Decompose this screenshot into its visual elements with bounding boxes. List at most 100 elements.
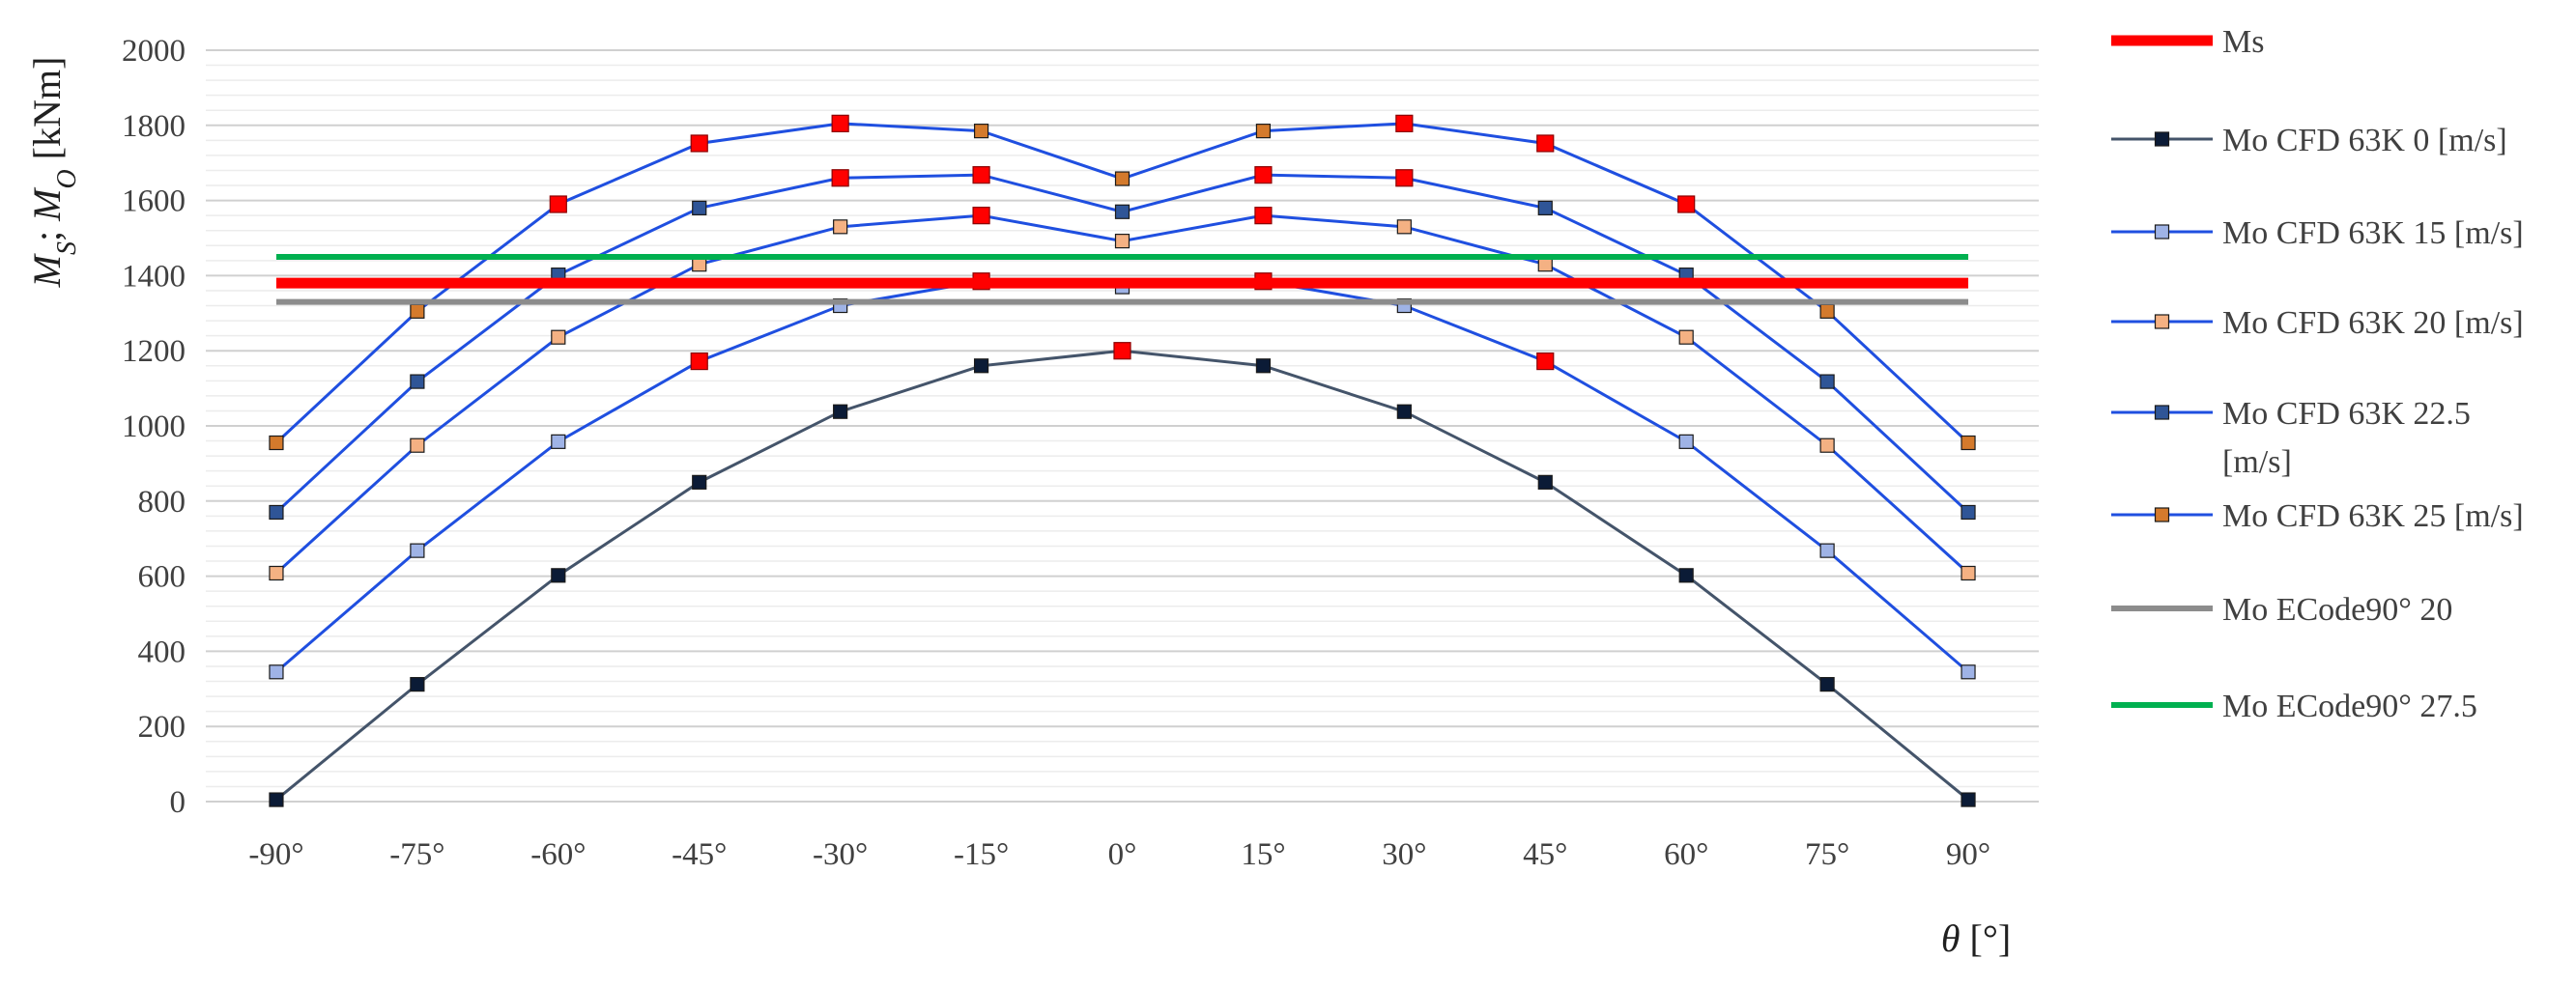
data-point-marker bbox=[1678, 434, 1694, 449]
data-point-marker bbox=[833, 219, 848, 235]
data-point-marker bbox=[1114, 171, 1131, 186]
data-point-marker bbox=[551, 329, 566, 345]
data-point-marker bbox=[1395, 169, 1414, 187]
data-point-marker bbox=[269, 792, 284, 807]
data-point-marker bbox=[692, 474, 707, 490]
x-tick-label: 60° bbox=[1664, 837, 1708, 872]
data-point-marker bbox=[410, 303, 425, 319]
legend: Ms Mo CFD 63K 0 [m/s] Mo CFD 63K 15 [m/s] M… bbox=[2111, 24, 2524, 724]
legend-label: Mo CFD 63K 20 [m/s] bbox=[2222, 305, 2524, 341]
data-point-marker bbox=[410, 677, 425, 692]
legend-label: Mo CFD 63K 22.5 [m/s] bbox=[2222, 396, 2471, 480]
data-point-marker bbox=[1961, 435, 1976, 451]
data-point-marker bbox=[1113, 342, 1131, 360]
x-tick-label: 0° bbox=[1108, 837, 1137, 872]
data-point-marker bbox=[1819, 374, 1835, 389]
data-point-marker bbox=[1114, 204, 1131, 219]
data-point-marker bbox=[1537, 474, 1553, 490]
data-point-marker bbox=[1396, 404, 1412, 419]
x-tick-label: 75° bbox=[1805, 837, 1849, 872]
data-point-marker bbox=[1819, 543, 1835, 558]
data-point-marker bbox=[1536, 134, 1555, 153]
data-point-marker bbox=[833, 404, 848, 419]
data-point-marker bbox=[551, 568, 566, 583]
data-point-marker bbox=[549, 195, 567, 213]
legend-marker bbox=[2154, 507, 2170, 522]
legend-label: Mo CFD 63K 15 [m/s] bbox=[2222, 215, 2524, 251]
data-point-marker bbox=[1396, 219, 1412, 235]
data-point-marker bbox=[269, 504, 284, 521]
legend-label: Mo CFD 63K 0 [m/s] bbox=[2222, 123, 2507, 158]
data-point-marker bbox=[1537, 200, 1553, 215]
gridlines bbox=[206, 49, 2039, 803]
data-point-marker bbox=[692, 200, 707, 215]
y-tick-label: 0 bbox=[170, 785, 186, 820]
x-tick-labels: -90° -75° -60° -45° -30° -15° 0° 15° 30° 45° 60° 75… bbox=[248, 837, 1990, 872]
legend-label: Mo ECode90° 20 bbox=[2222, 592, 2452, 628]
data-point-marker bbox=[1819, 303, 1835, 319]
y-tick-label: 600 bbox=[138, 560, 186, 595]
data-point-marker bbox=[1819, 437, 1835, 453]
data-point-marker bbox=[972, 207, 990, 225]
legend-label: Mo ECode90° 27.5 bbox=[2222, 689, 2477, 724]
x-tick-label: 15° bbox=[1241, 837, 1285, 872]
y-axis-label: MS; MO [kNm] bbox=[25, 57, 82, 289]
data-point-marker bbox=[269, 565, 284, 581]
data-point-marker bbox=[1114, 234, 1131, 249]
series-line-cfd bbox=[274, 279, 1970, 673]
legend-label: Mo CFD 63K 25 [m/s] bbox=[2222, 498, 2524, 534]
data-point-marker bbox=[1678, 568, 1694, 583]
data-point-marker bbox=[1395, 114, 1414, 132]
data-point-marker bbox=[1678, 329, 1694, 345]
data-point-marker bbox=[1255, 358, 1272, 374]
data-point-marker bbox=[973, 124, 989, 139]
y-tick-label: 1200 bbox=[122, 334, 186, 369]
y-tick-label: 800 bbox=[138, 485, 186, 520]
data-point-marker bbox=[1536, 352, 1555, 371]
x-tick-label: 45° bbox=[1523, 837, 1567, 872]
series-line-cfd bbox=[274, 213, 1970, 575]
data-point-marker bbox=[269, 664, 284, 680]
x-axis-label: θ [°] bbox=[1941, 916, 2011, 960]
data-point-marker bbox=[1255, 124, 1272, 139]
legend-marker bbox=[2154, 224, 2170, 240]
data-point-marker bbox=[410, 437, 425, 453]
data-point-marker bbox=[1961, 565, 1976, 581]
data-point-marker bbox=[1961, 664, 1976, 680]
data-point-marker bbox=[831, 114, 849, 132]
y-tick-labels: 0 200 400 600 800 1000 1200 1400 1600 1800 2000 bbox=[122, 34, 186, 820]
y-tick-label: 1600 bbox=[122, 184, 186, 219]
data-point-marker bbox=[972, 166, 990, 184]
legend-marker bbox=[2154, 131, 2170, 147]
x-tick-label: -75° bbox=[389, 837, 444, 872]
data-point-marker bbox=[269, 435, 284, 451]
data-point-marker bbox=[1254, 166, 1273, 184]
x-tick-label: 30° bbox=[1382, 837, 1426, 872]
x-tick-label: -60° bbox=[530, 837, 586, 872]
y-tick-label: 1000 bbox=[122, 409, 186, 444]
data-point-marker bbox=[410, 543, 425, 558]
data-point-marker bbox=[1677, 195, 1696, 213]
y-tick-label: 400 bbox=[138, 634, 186, 669]
data-point-marker bbox=[831, 169, 849, 187]
data-point-marker bbox=[1254, 207, 1273, 225]
legend-label: Ms bbox=[2222, 24, 2264, 60]
legend-marker bbox=[2154, 405, 2170, 420]
data-point-marker bbox=[690, 134, 708, 153]
legend-marker bbox=[2154, 314, 2170, 329]
data-point-marker bbox=[1961, 504, 1976, 521]
data-point-marker bbox=[1961, 792, 1976, 807]
data-point-marker bbox=[410, 374, 425, 389]
data-point-marker bbox=[1819, 677, 1835, 692]
y-tick-label: 1400 bbox=[122, 259, 186, 294]
x-tick-label: -90° bbox=[248, 837, 303, 872]
data-point-marker bbox=[690, 352, 708, 371]
data-point-marker bbox=[551, 434, 566, 449]
y-tick-label: 2000 bbox=[122, 34, 186, 69]
x-tick-label: 90° bbox=[1946, 837, 1990, 872]
x-tick-label: -15° bbox=[954, 837, 1009, 872]
x-tick-label: -30° bbox=[813, 837, 868, 872]
series-layer bbox=[269, 114, 1976, 807]
x-tick-label: -45° bbox=[672, 837, 727, 872]
